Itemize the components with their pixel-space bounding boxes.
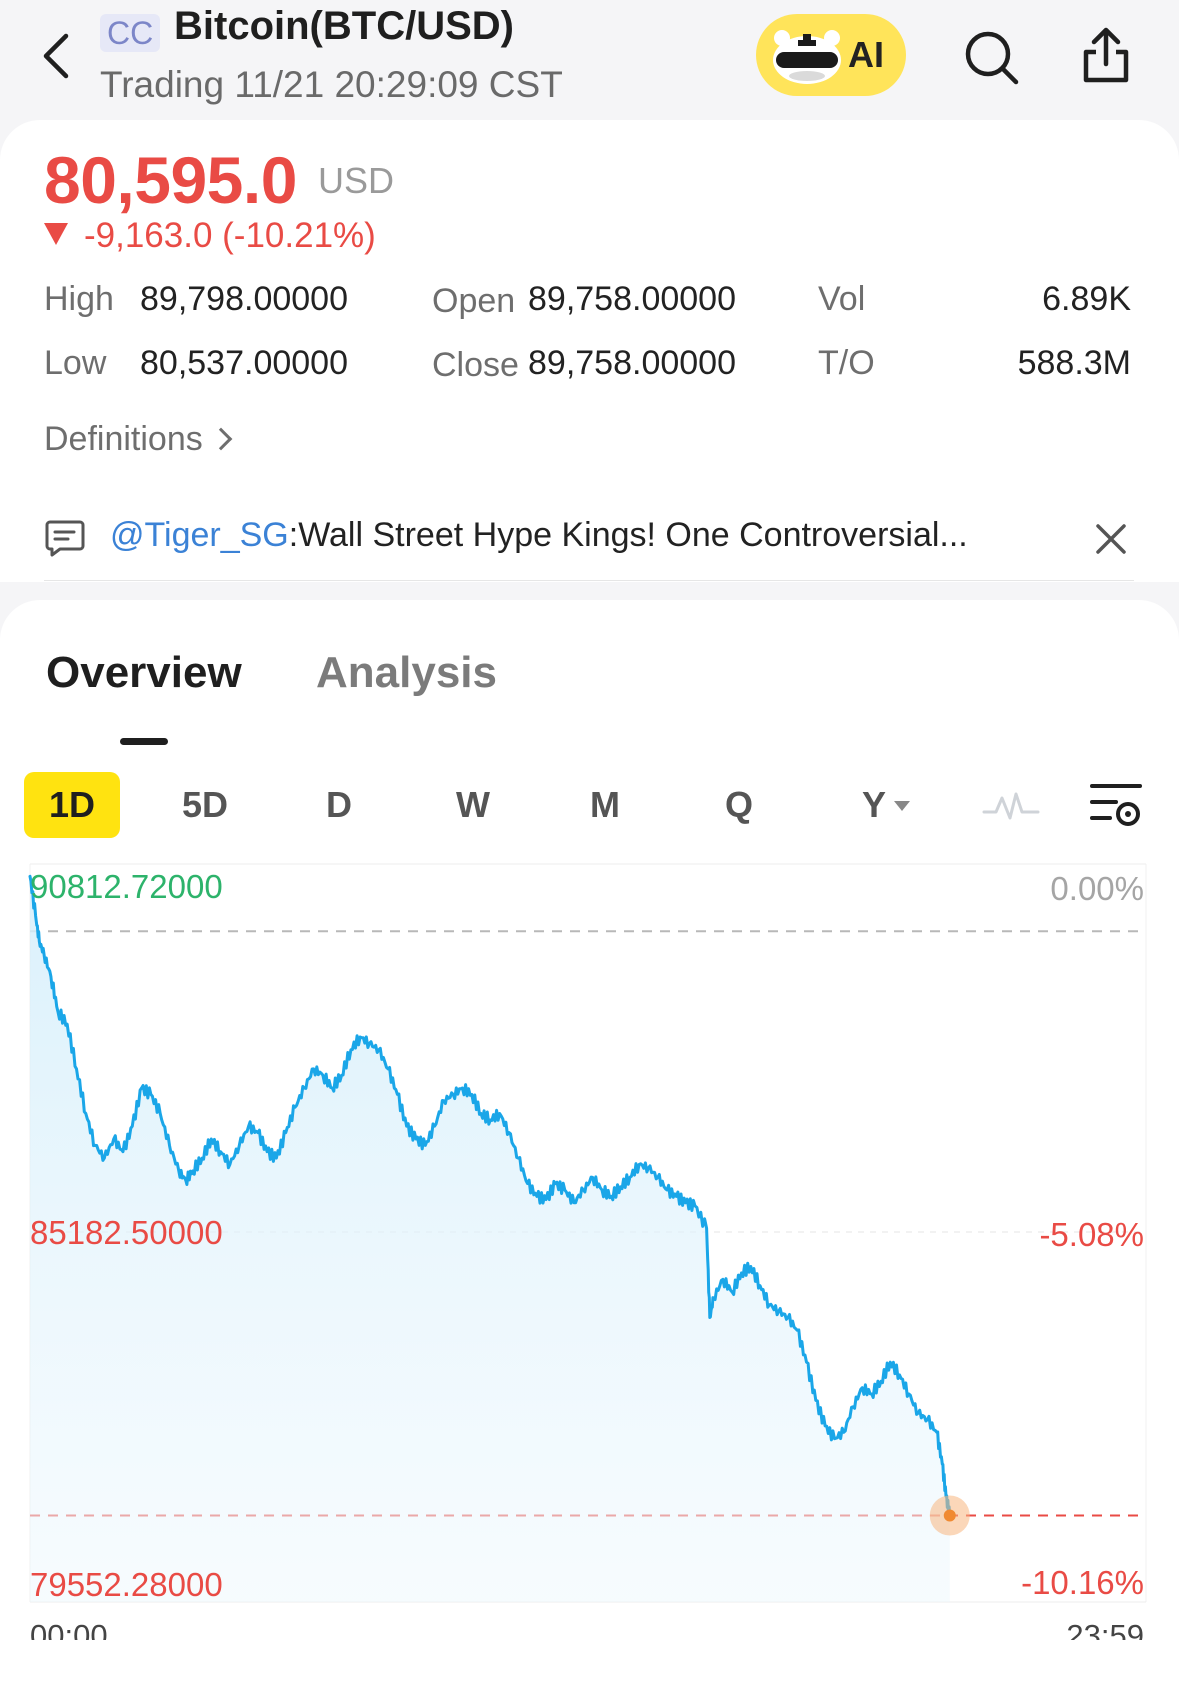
chevron-right-icon	[209, 427, 233, 451]
share-button[interactable]	[1078, 26, 1134, 86]
high-label: High	[44, 280, 114, 318]
quote-card	[0, 120, 1179, 582]
close-icon	[1096, 524, 1126, 554]
turnover-value: 588.3M	[1017, 344, 1131, 382]
last-point-marker	[943, 1509, 956, 1522]
top-bar: CC Bitcoin(BTC/USD) Trading 11/21 20:29:…	[0, 0, 1179, 120]
close-label: Close	[432, 346, 519, 384]
period-w[interactable]: W	[456, 784, 490, 825]
period-q[interactable]: Q	[724, 784, 753, 825]
vol-label: Vol	[818, 280, 866, 318]
price-line	[28, 874, 952, 1517]
last-price: 80,595.0	[44, 143, 297, 217]
price-currency: USD	[318, 160, 395, 201]
ai-mascot-icon	[773, 30, 841, 84]
search-button[interactable]	[962, 28, 1022, 88]
pct-label-bottom: -10.16%	[1021, 1564, 1144, 1601]
pct-label-mid: -5.08%	[1039, 1216, 1144, 1253]
y-label-mid: 85182.50000	[30, 1214, 223, 1251]
price-chart[interactable]: 90812.72000 0.00% 85182.50000 -5.08% 795…	[0, 860, 1179, 1653]
active-tab-indicator	[120, 738, 168, 745]
period-m[interactable]: M	[590, 784, 620, 825]
period-y[interactable]: Y	[836, 772, 936, 838]
chart-svg: 90812.72000 0.00% 85182.50000 -5.08% 795…	[28, 863, 1147, 1653]
chart-settings-icon[interactable]	[1088, 780, 1144, 832]
period-y-label: Y	[861, 784, 886, 825]
low-label: Low	[44, 344, 107, 382]
pct-label-top: 0.00%	[1050, 870, 1144, 907]
search-icon	[965, 31, 1019, 85]
open-value: 89,758.00000	[528, 280, 736, 318]
turnover-label: T/O	[818, 344, 875, 382]
news-headline: :Wall Street Hype Kings! One Controversi…	[288, 516, 968, 554]
y-label-high: 90812.72000	[30, 868, 223, 905]
close-news-button[interactable]	[1092, 520, 1130, 558]
x-label-start: 00:00	[30, 1618, 108, 1640]
comment-icon	[45, 520, 85, 557]
definitions-link[interactable]: Definitions	[44, 420, 233, 459]
x-label-end: 23:59	[1066, 1618, 1144, 1640]
high-value: 89,798.00000	[140, 280, 348, 318]
close-value: 89,758.00000	[528, 344, 736, 382]
period-5d[interactable]: 5D	[181, 784, 229, 825]
divider	[44, 580, 1134, 581]
back-button[interactable]	[36, 28, 80, 84]
open-label: Open	[432, 282, 516, 320]
share-icon	[1083, 27, 1129, 83]
price-area	[30, 876, 950, 1602]
price-change: -9,163.0 (-10.21%)	[44, 216, 376, 256]
news-handle[interactable]: @Tiger_SG	[110, 516, 289, 554]
chevron-left-icon	[43, 33, 69, 79]
ai-label: AI	[848, 34, 884, 75]
page-title: Bitcoin(BTC/USD)	[174, 4, 514, 48]
price-change-value: -9,163.0 (-10.21%)	[84, 216, 376, 255]
low-value: 80,537.00000	[140, 344, 348, 382]
period-d[interactable]: D	[326, 784, 352, 825]
period-1d[interactable]: 1D	[24, 772, 120, 838]
tab-analysis[interactable]: Analysis	[316, 648, 497, 697]
indicator-toggle-icon[interactable]	[982, 786, 1040, 826]
caret-down-icon	[894, 801, 910, 811]
definitions-label: Definitions	[44, 420, 203, 458]
vol-value: 6.89K	[1042, 280, 1131, 318]
y-label-low: 79552.28000	[30, 1566, 223, 1603]
trading-status: Trading 11/21 20:29:09 CST	[100, 64, 563, 105]
tab-overview[interactable]: Overview	[46, 648, 242, 697]
asset-type-badge: CC	[100, 14, 161, 52]
ai-assistant-button[interactable]: AI	[756, 14, 906, 96]
down-arrow-icon	[44, 223, 68, 245]
news-ticker[interactable]: @Tiger_SG:Wall Street Hype Kings! One Co…	[110, 516, 990, 555]
